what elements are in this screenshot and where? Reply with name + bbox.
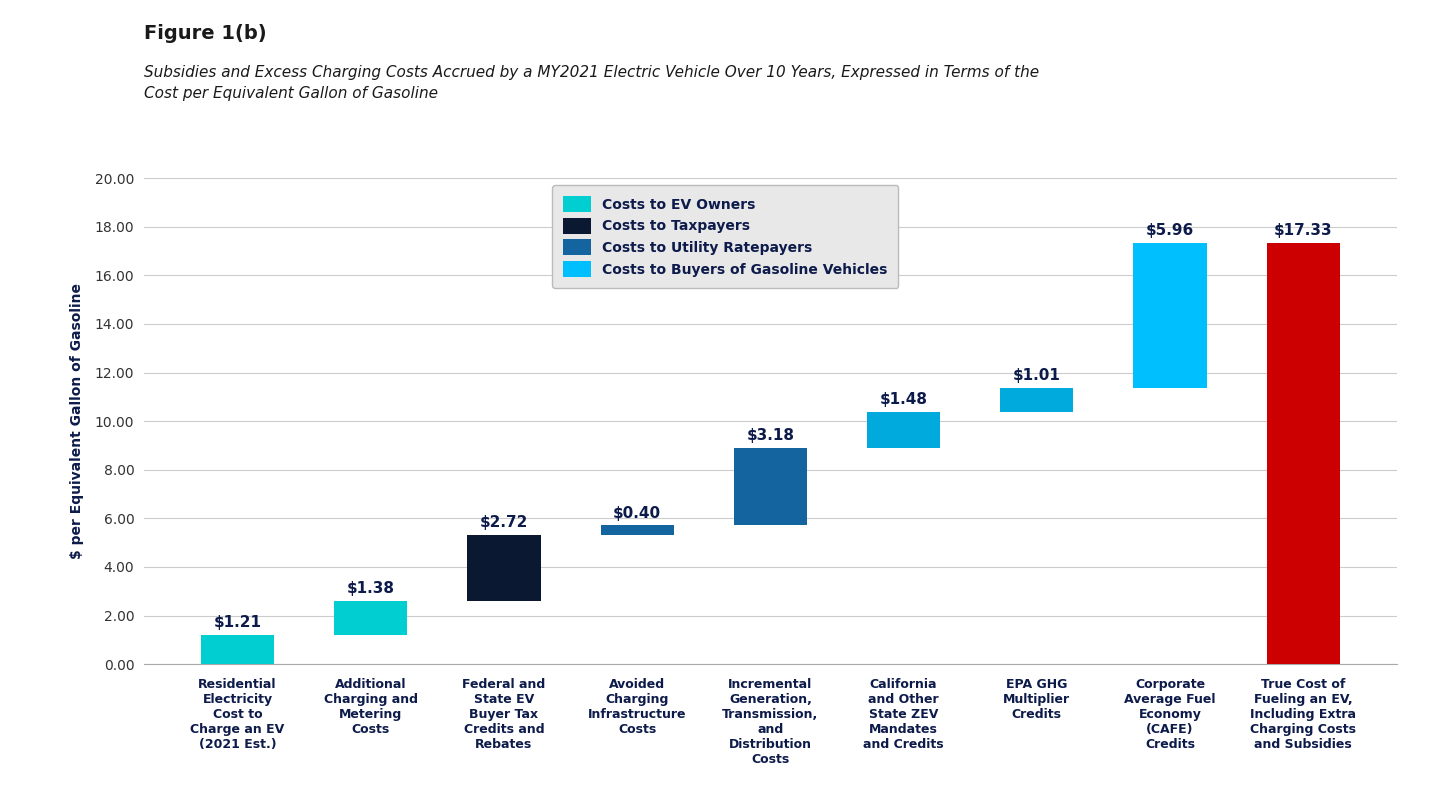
Bar bbox=[334, 601, 408, 635]
Legend: Costs to EV Owners, Costs to Taxpayers, Costs to Utility Ratepayers, Costs to Bu: Costs to EV Owners, Costs to Taxpayers, … bbox=[552, 185, 899, 288]
Text: $17.33: $17.33 bbox=[1274, 224, 1332, 238]
Bar bbox=[734, 448, 806, 526]
Text: $3.18: $3.18 bbox=[746, 428, 795, 443]
Text: Figure 1(b): Figure 1(b) bbox=[144, 24, 266, 43]
Bar bbox=[202, 635, 274, 664]
Text: Subsidies and Excess Charging Costs Accrued by a MY2021 Electric Vehicle Over 10: Subsidies and Excess Charging Costs Accr… bbox=[144, 65, 1040, 100]
Bar bbox=[1001, 388, 1073, 412]
Text: $0.40: $0.40 bbox=[613, 505, 661, 521]
Y-axis label: $ per Equivalent Gallon of Gasoline: $ per Equivalent Gallon of Gasoline bbox=[69, 284, 84, 559]
Bar bbox=[867, 412, 940, 448]
Text: $1.48: $1.48 bbox=[880, 392, 927, 407]
Text: $1.01: $1.01 bbox=[1012, 368, 1061, 383]
Text: $1.21: $1.21 bbox=[213, 615, 262, 630]
Text: $5.96: $5.96 bbox=[1146, 223, 1194, 238]
Bar bbox=[1267, 243, 1339, 664]
Bar bbox=[600, 526, 674, 535]
Bar bbox=[468, 535, 540, 601]
Bar bbox=[1133, 243, 1207, 388]
Text: $1.38: $1.38 bbox=[347, 582, 395, 596]
Text: $2.72: $2.72 bbox=[480, 515, 528, 531]
